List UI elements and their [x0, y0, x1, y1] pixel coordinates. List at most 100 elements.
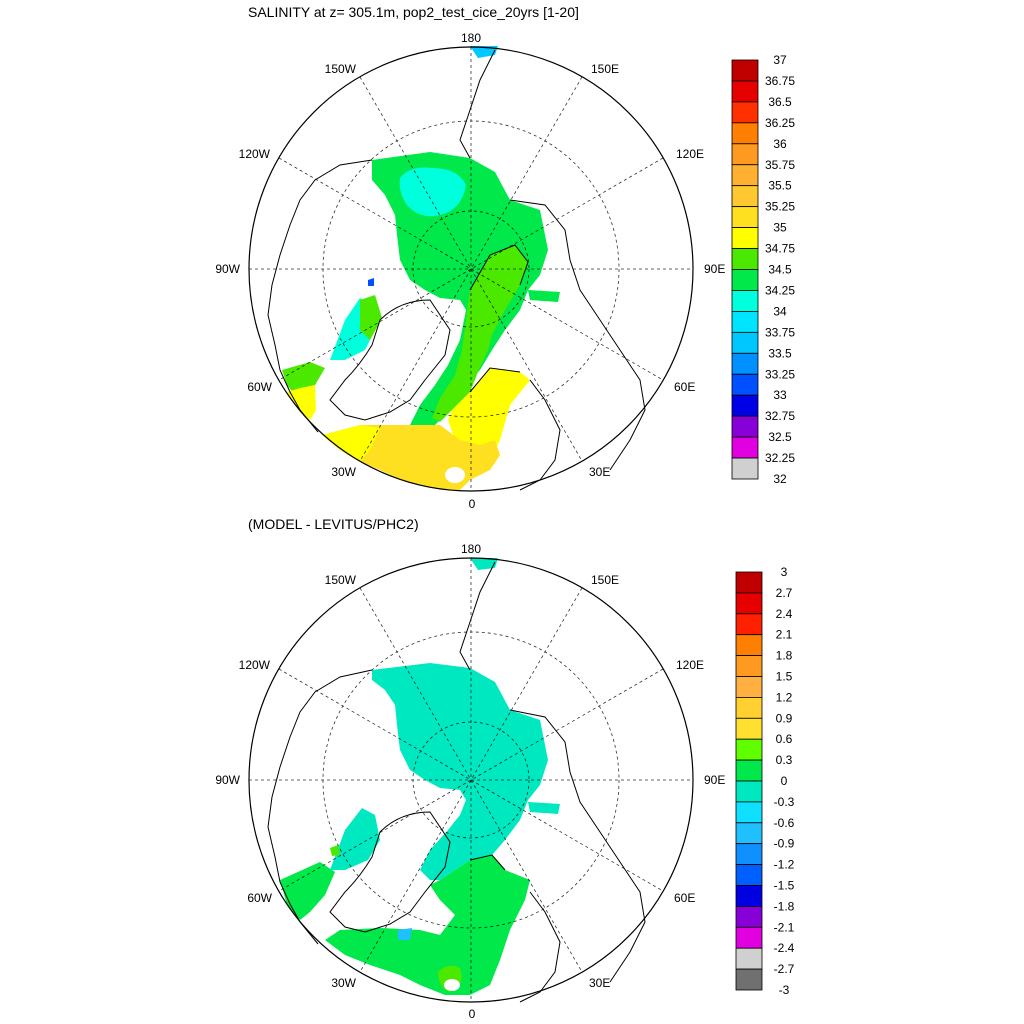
colorbar-box [735, 717, 763, 740]
colorbar-tick-label: 32.75 [765, 409, 795, 423]
colorbar-tick-label: 3 [781, 565, 788, 579]
lon-label-30w: 30W [331, 976, 356, 990]
lon-label-60e: 60E [674, 891, 695, 905]
longitude-labels: 180 150E 120E 90E 60E 30E 0 30W 60W 90W … [215, 31, 725, 511]
colorbar-box [735, 613, 763, 636]
region-34.75 [432, 245, 528, 422]
region-35-labrador [287, 385, 316, 420]
colorbar-box [731, 331, 759, 354]
lon-label-60w: 60W [247, 380, 272, 394]
colorbar-box [735, 843, 763, 866]
colorbar-tick-label: 2.1 [776, 628, 793, 642]
lon-label-180: 180 [461, 31, 481, 45]
coastline-north-america [267, 159, 373, 433]
colorbar-box [731, 164, 759, 187]
colorbar-tick-label: 35.5 [768, 179, 792, 193]
colorbar-box [731, 436, 759, 459]
meridian-150e-30w [359, 587, 583, 973]
colorbar-tick-label: 36 [773, 137, 787, 151]
colorbar-box [735, 885, 763, 907]
colorbar-tick-label: -1.2 [774, 858, 795, 872]
coastline-scandinavia [519, 891, 561, 1003]
difference-field [280, 558, 560, 995]
colorbar-box [735, 801, 763, 824]
colorbar-tick-label: 2.4 [776, 607, 793, 621]
region-35 [448, 368, 530, 460]
meridian-150w-30e [359, 587, 583, 973]
colorbar-tick-label: 1.8 [776, 649, 793, 663]
colorbar-box [735, 697, 763, 719]
graticule [249, 558, 693, 1002]
region-minus-0.3-bering [470, 558, 498, 570]
colorbar-box [731, 310, 759, 333]
region-34.25-bering [470, 46, 498, 58]
lon-label-120e: 120E [676, 658, 704, 672]
colorbar-tick-label: -3 [779, 983, 790, 997]
colorbar-tick-label: 33.25 [765, 367, 795, 381]
lon-label-60w: 60W [247, 891, 272, 905]
colorbar-tick-label: 36.5 [768, 95, 792, 109]
colorbar-box [735, 571, 763, 594]
lon-label-30e: 30E [589, 465, 610, 479]
coastline-siberia [459, 561, 496, 671]
colorbar-tick-label: 0.6 [776, 732, 793, 746]
meridian-150e-30w [359, 76, 583, 462]
colorbar-box [731, 352, 759, 375]
colorbar-box [731, 394, 759, 417]
colorbar-box [735, 676, 763, 698]
colorbar-tick-label: 0.9 [776, 711, 793, 725]
region-34.25 [399, 167, 466, 217]
salinity-panel: SALINITY at z= 305.1m, pop2_test_cice_20… [215, 4, 795, 511]
coastline-north-america [267, 669, 373, 945]
colorbar-box [731, 185, 759, 208]
longitude-labels: 180 150E 120E 90E 60E 30E 0 30W 60W 90W … [215, 542, 725, 1021]
colorbar-box [731, 269, 759, 291]
colorbar-box [731, 206, 759, 228]
colorbar-tick-label: -0.3 [774, 795, 795, 809]
region-33.25-spot [368, 278, 374, 286]
lon-label-150w: 150W [325, 62, 357, 76]
lon-label-150w: 150W [325, 573, 357, 587]
colorbar-tick-label: 34.25 [765, 283, 795, 297]
region-minus-0.3 [372, 663, 548, 880]
difference-panel: (MODEL - LEVITUS/PHC2) [215, 516, 794, 1021]
colorbar-tick-label: 32.5 [768, 430, 792, 444]
meridian-150w-30e [359, 76, 583, 462]
lon-label-90w: 90W [215, 262, 240, 276]
coastline-siberia [459, 49, 496, 159]
lon-label-180: 180 [461, 542, 481, 556]
colorbar-tick-label: 35 [773, 221, 787, 235]
colorbar-box [735, 780, 763, 803]
meridian-120w-60e [278, 668, 664, 892]
colorbar-box [731, 373, 759, 396]
colorbar-box [735, 968, 763, 991]
colorbar-tick-label: 37 [773, 53, 787, 67]
colorbar-box [731, 143, 759, 166]
lon-label-0: 0 [469, 497, 476, 511]
salinity-field [282, 46, 560, 490]
colorbar-tick-label: -2.1 [774, 920, 795, 934]
colorbar-box [731, 80, 759, 103]
lon-label-120w: 120W [239, 147, 271, 161]
colorbar-tick-label: 33.75 [765, 325, 795, 339]
colorbar-tick-label: 32 [773, 472, 787, 486]
colorbar-tick-label: 35.75 [765, 158, 795, 172]
region-0-labrador [280, 862, 335, 920]
coastlines [267, 561, 646, 1003]
meridian-120e-60w [278, 668, 664, 892]
lon-label-0: 0 [469, 1007, 476, 1021]
coastline-scandinavia [519, 379, 561, 491]
colorbar-box [731, 122, 759, 145]
colorbar-tick-label: 36.75 [765, 74, 795, 88]
colorbar-tick-label: 33 [773, 388, 787, 402]
region-minus-0.3-baffin [330, 808, 380, 870]
lon-label-120e: 120E [676, 147, 704, 161]
region-0-atlantic [325, 855, 530, 995]
region-35-east-atlantic [322, 425, 380, 462]
coastline-eurasia [509, 199, 646, 471]
colorbar-tick-label: 0.3 [776, 753, 793, 767]
colorbar-box [735, 822, 763, 845]
colorbar-tick-label: 2.7 [776, 586, 793, 600]
colorbar-box [735, 926, 763, 949]
region-0.3-spot-b [330, 845, 340, 856]
